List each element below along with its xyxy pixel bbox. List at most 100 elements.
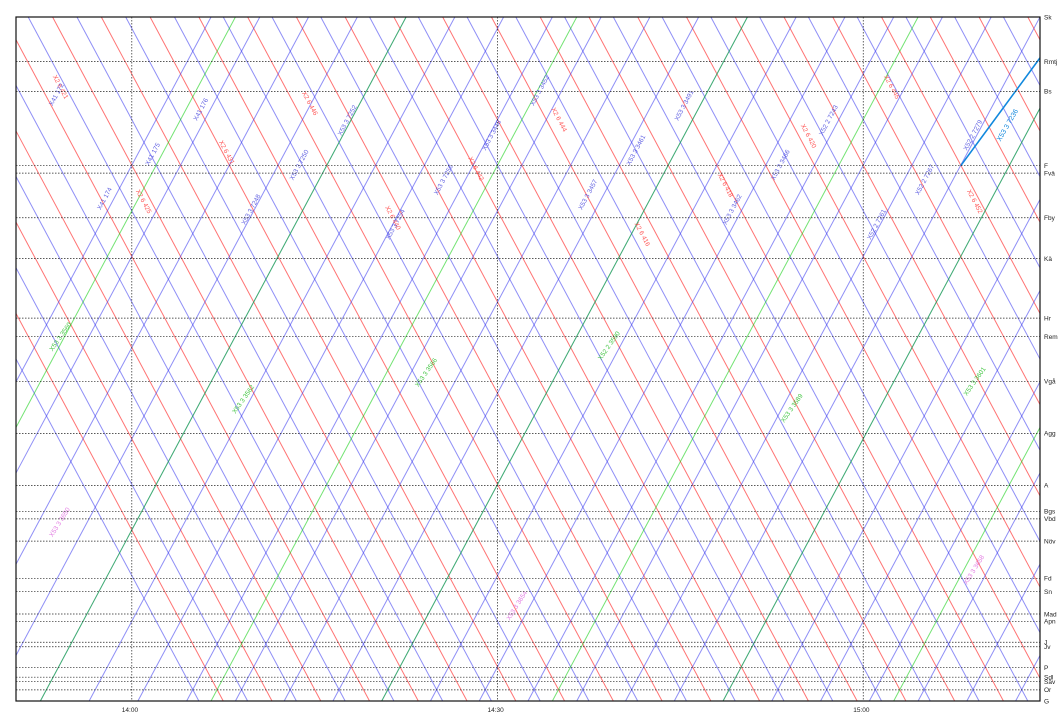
train-label-green-1: X53 3 3562	[231, 384, 256, 416]
train-path-blue-up-0	[16, 17, 212, 383]
train-path-red-down-13	[490, 17, 858, 701]
train-path-blue-down-6	[125, 17, 492, 701]
train-path-blue-up-23	[966, 563, 1040, 701]
train-path-blue-down-22	[905, 17, 1040, 269]
station-label: Jv	[1044, 644, 1051, 651]
train-path-blue-down-25	[1052, 17, 1059, 701]
station-label: Agg	[1044, 431, 1056, 438]
train-path-blue-down-3	[16, 84, 346, 701]
train-path-blue-down-17	[661, 17, 1029, 701]
train-path-blue-up-16	[625, 17, 992, 701]
train-path-red-down-1	[16, 221, 273, 701]
time-tick-label: 14:30	[488, 707, 505, 714]
train-path-red-down-22	[929, 17, 1040, 224]
train-label-blue-10: X53 3 3452	[529, 74, 551, 107]
train-path-blue-down-10	[320, 17, 687, 701]
train-path-blue-up-13	[478, 17, 846, 701]
train-label-blue-12: X53 3 3461	[626, 134, 648, 167]
station-label: Sk	[1044, 14, 1052, 21]
train-label-blue-13: X53 3 3491	[674, 89, 696, 122]
station-label: Rmtj	[1044, 59, 1057, 66]
train-path-blue-down-21	[856, 17, 1040, 361]
station-label: Fd	[1044, 576, 1052, 583]
train-label-red-9: X2 6 420	[799, 123, 818, 150]
train-path-red-down-4	[52, 17, 419, 701]
train-paths-layer	[16, 17, 1059, 701]
station-label: Rem	[1044, 334, 1058, 341]
train-label-blue-15: X53 3 3466	[770, 149, 792, 182]
time-tick-label: 15:00	[853, 707, 870, 714]
train-path-green-up-1	[39, 17, 407, 701]
station-label: Sdl	[1044, 675, 1054, 682]
train-path-red-down-24	[1027, 17, 1040, 41]
train-path-blue-down-4	[27, 17, 395, 701]
train-label-blue-8: X53 3 7256	[433, 163, 455, 196]
station-label: J	[1044, 640, 1047, 647]
station-label: F	[1044, 163, 1048, 170]
train-path-blue-up-9	[283, 17, 651, 701]
train-path-red-down-20	[832, 17, 1040, 406]
train-path-red-down-3	[16, 38, 370, 701]
train-path-blue-up-12	[430, 17, 797, 701]
train-path-blue-down-12	[417, 17, 785, 701]
train-path-blue-down-20	[807, 17, 1040, 452]
train-path-red-down-12	[442, 17, 809, 701]
grid-layer	[16, 16, 1040, 702]
train-label-blue-2: X41 175	[144, 142, 162, 167]
train-path-green-up-4	[551, 17, 919, 701]
station-label: Apn	[1044, 619, 1056, 626]
plot-frame	[15, 16, 1041, 702]
station-label: G	[1044, 698, 1049, 705]
station-label: Hr	[1044, 315, 1052, 322]
station-label: Mad	[1044, 611, 1057, 618]
train-path-blue-up-19	[771, 198, 1040, 701]
train-path-red-down-15	[588, 17, 956, 701]
train-path-red-down-9	[295, 17, 663, 701]
train-path-red-down-8	[247, 17, 614, 701]
train-path-red-down-5	[100, 17, 468, 701]
train-label-red-8: X2 6 418	[716, 172, 735, 199]
train-path-blue-down-1	[16, 266, 249, 701]
train-path-red-down-0	[16, 312, 224, 701]
train-path-blue-down-0	[16, 357, 200, 701]
train-path-blue-down-9	[271, 17, 639, 701]
train-path-red-down-14	[539, 17, 907, 701]
train-path-red-down-10	[344, 17, 712, 701]
train-path-red-down-7	[198, 17, 566, 701]
train-label-blue-18: X52 2 7267	[914, 163, 936, 196]
train-path-blue-down-19	[759, 17, 1040, 543]
train-path-red-down-11	[393, 17, 761, 701]
train-label-pink-1: X53 3 3654	[505, 590, 529, 622]
train-path-blue-up-6	[137, 17, 505, 701]
train-label-blue-16: X52 2 7243	[818, 104, 840, 137]
station-label: A	[1044, 483, 1049, 490]
train-path-blue-up-7	[186, 17, 553, 701]
train-path-blue-down-13	[466, 17, 834, 701]
train-path-blue-down-14	[515, 17, 882, 701]
station-label: P	[1044, 665, 1048, 672]
train-path-blue-down-7	[174, 17, 541, 701]
train-path-blue-up-17	[673, 17, 1040, 701]
train-label-red-7: X2 6 416	[633, 221, 652, 248]
train-label-blue-5: X53 3 7250	[289, 149, 311, 182]
train-path-red-down-17	[686, 17, 1040, 680]
train-path-red-down-21	[881, 17, 1040, 315]
train-path-red-down-6	[149, 17, 517, 701]
train-path-green-up-6	[893, 426, 1040, 701]
train-path-green-up-5	[722, 107, 1040, 701]
train-path-blue-down-8	[222, 17, 590, 701]
train-path-blue-up-14	[527, 17, 895, 701]
train-path-red-down-16	[637, 17, 1004, 701]
train-label-pink-2: X53 3 3658	[963, 554, 987, 586]
station-label: Növ	[1044, 538, 1056, 545]
train-path-blue-up-15	[576, 17, 943, 701]
train-label-green-5: X53 3 3601	[963, 366, 988, 398]
station-label: Säv	[1044, 679, 1056, 686]
highlight-train-path	[960, 57, 1040, 167]
train-path-blue-down-11	[369, 17, 736, 701]
station-label: Fvä	[1044, 170, 1055, 177]
